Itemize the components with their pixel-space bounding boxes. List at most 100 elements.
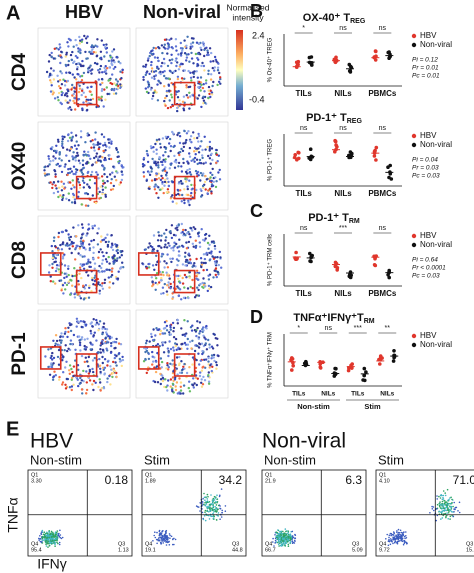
tsne-dot — [88, 284, 91, 287]
tsne-dot — [148, 262, 151, 266]
tsne-dot — [70, 201, 74, 204]
event-dot — [209, 510, 211, 512]
event-dot — [282, 542, 285, 545]
tsne-dot — [58, 378, 61, 381]
tsne-dot — [200, 48, 203, 52]
tsne-dot — [147, 357, 151, 361]
tsne-dot — [98, 270, 101, 274]
tsne-dot — [179, 179, 183, 183]
tsne-dot — [158, 281, 161, 284]
event-dot — [219, 507, 222, 510]
tsne-dot — [154, 47, 158, 50]
legend-marker — [411, 333, 417, 339]
event-dot — [165, 532, 167, 534]
tsne-dot — [103, 88, 106, 91]
tsne-dot — [110, 342, 113, 345]
event-dot — [45, 543, 47, 545]
tsne-dot — [112, 184, 116, 188]
panel-letter: E — [6, 418, 19, 440]
tsne-dot — [153, 161, 156, 165]
tsne-dot — [207, 96, 210, 100]
tsne-dot — [89, 140, 93, 143]
event-dot — [453, 501, 456, 504]
tsne-dot — [79, 254, 82, 257]
tsne-dot — [57, 235, 60, 239]
tsne-dot — [93, 149, 96, 152]
tsne-dot — [206, 289, 209, 293]
tsne-dot — [115, 364, 118, 367]
tsne-dot — [43, 169, 46, 172]
sample-dot — [335, 266, 340, 270]
tsne-dot — [74, 134, 78, 137]
tsne-dot — [151, 264, 155, 267]
tsne-dot — [63, 332, 67, 335]
event-dot — [212, 515, 214, 518]
tsne-dot — [121, 68, 124, 72]
quadrant-name: Q1 — [31, 472, 38, 478]
tsne-dot — [209, 285, 213, 289]
tsne-dot — [99, 50, 103, 53]
tsne-dot — [88, 243, 91, 246]
tsne-dot — [197, 337, 200, 340]
event-dot — [440, 518, 442, 520]
tsne-dot — [71, 83, 74, 87]
event-dot — [51, 533, 54, 536]
event-dot — [161, 534, 163, 537]
tsne-dot — [195, 149, 198, 152]
tsne-dot — [151, 250, 154, 253]
event-dot — [440, 511, 443, 514]
tsne-dot — [214, 58, 218, 61]
tsne-dot — [163, 260, 166, 263]
quadrant-value-main: 6.3 — [345, 473, 362, 487]
tsne-dot — [119, 267, 122, 270]
plot-label: Stim — [378, 452, 404, 467]
sample-dot — [333, 149, 337, 154]
tsne-dot — [200, 378, 203, 381]
event-dot — [443, 507, 446, 509]
tsne-dot — [203, 257, 207, 261]
tsne-dot — [195, 172, 199, 175]
event-dot — [283, 532, 285, 534]
tsne-dot — [160, 234, 163, 237]
event-dot — [293, 542, 296, 544]
tsne-dot — [72, 165, 76, 168]
event-dot — [165, 544, 168, 546]
event-dot — [291, 539, 293, 541]
tsne-dot — [121, 261, 124, 264]
tsne-dot — [74, 258, 77, 261]
tsne-dot — [210, 152, 213, 155]
tsne-dot — [150, 276, 153, 279]
tsne-dot — [219, 82, 222, 85]
tsne-dot — [199, 188, 202, 191]
tsne-dot — [58, 344, 61, 347]
tsne-dot — [197, 278, 200, 281]
tsne-dot — [66, 173, 69, 177]
tsne-dot — [52, 280, 55, 283]
sample-dot — [294, 250, 298, 255]
tsne-dot — [207, 69, 210, 73]
sig-label: ** — [385, 325, 391, 332]
tsne-dot — [191, 71, 195, 74]
tsne-dot — [77, 195, 80, 198]
tsne-dot — [151, 280, 154, 283]
tsne-dot — [75, 147, 78, 151]
tsne-dot — [182, 228, 185, 232]
tsne-dot — [165, 385, 168, 389]
tsne-dot — [176, 322, 179, 325]
event-dot — [199, 510, 201, 512]
tsne-dot — [200, 381, 203, 384]
tsne-dot — [78, 84, 81, 88]
event-dot — [448, 508, 451, 511]
tsne-dot — [65, 275, 68, 278]
event-dot — [405, 531, 407, 533]
tsne-dot — [68, 136, 72, 139]
tsne-dot — [109, 81, 112, 85]
tsne-dot — [171, 359, 174, 362]
tsne-dot — [169, 362, 172, 365]
group-label: NILs — [334, 189, 352, 198]
tsne-dot — [84, 346, 87, 349]
event-dot — [50, 539, 53, 541]
tsne-dot — [193, 349, 197, 353]
tsne-dot — [169, 333, 173, 336]
tsne-dot — [186, 187, 189, 191]
